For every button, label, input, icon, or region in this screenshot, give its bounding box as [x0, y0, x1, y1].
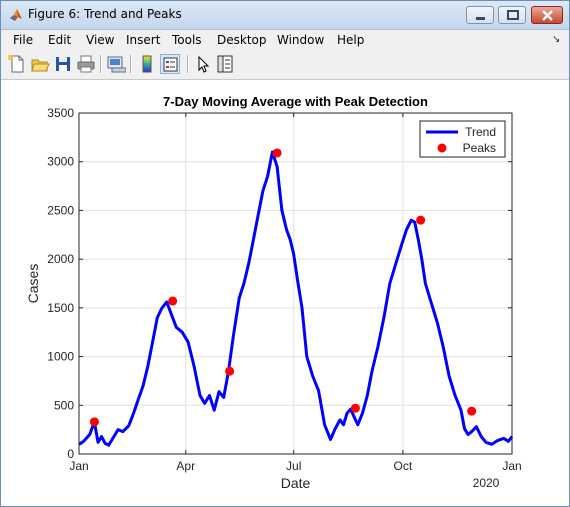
save-button[interactable]: [53, 54, 73, 74]
new-figure-icon: [8, 55, 24, 73]
menu-desktop[interactable]: Desktop: [217, 33, 267, 47]
x-axis-label: Date: [281, 475, 311, 491]
print-icon: [77, 55, 95, 73]
legend-trend-label: Trend: [465, 125, 496, 139]
y-tick-label: 2000: [47, 252, 74, 266]
peak-marker: [350, 403, 360, 413]
menu-file[interactable]: File: [13, 33, 34, 47]
insert-colorbar-icon: [142, 55, 152, 73]
y-tick-label: 3500: [47, 106, 74, 120]
plot-area[interactable]: 0 500 1000 1500 2000 2500 3000 3500 Jan Apr Jul Oct…: [1, 80, 569, 506]
peak-marker: [168, 296, 178, 306]
link-plot-button[interactable]: [106, 54, 127, 74]
minimize-icon: [476, 17, 485, 20]
x-tick-label: Apr: [176, 459, 195, 473]
maximize-button[interactable]: [498, 6, 526, 24]
x-tick-label: Jan: [502, 459, 521, 473]
maximize-icon: [507, 10, 519, 20]
menu-edit[interactable]: Edit: [48, 33, 72, 47]
insert-colorbar-button[interactable]: [137, 54, 157, 74]
menu-bar: File Edit View Insert Tools Desktop Wind…: [1, 30, 569, 51]
edit-plot-arrow-icon: [198, 55, 210, 73]
property-inspector-icon: [217, 55, 233, 73]
legend-box: [419, 120, 506, 158]
menu-help[interactable]: Help: [337, 33, 365, 47]
minimize-button[interactable]: [466, 6, 494, 24]
legend-peaks-label: Peaks: [463, 141, 496, 155]
link-plot-icon: [107, 56, 127, 73]
toolbar-separator: [187, 55, 189, 73]
window-title: Figure 6: Trend and Peaks: [28, 7, 182, 21]
property-inspector-button[interactable]: [215, 54, 235, 74]
x-secondary-label: 2020: [473, 476, 500, 490]
axes-box: [78, 112, 513, 455]
y-tick-label: 1500: [47, 301, 74, 315]
figure-toolbar: [1, 51, 569, 80]
open-file-icon: [31, 59, 50, 72]
y-tick-label: 3000: [47, 155, 74, 169]
menu-view[interactable]: View: [86, 33, 115, 47]
x-tick-label: Oct: [394, 459, 413, 473]
chart-title: 7-Day Moving Average with Peak Detection: [163, 94, 428, 109]
peak-marker: [467, 406, 477, 416]
x-tick-label: Jul: [286, 459, 301, 473]
menu-insert[interactable]: Insert: [126, 33, 161, 47]
new-figure-button[interactable]: [7, 54, 27, 74]
y-axis-label: Cases: [25, 264, 41, 304]
figure-canvas: 0 500 1000 1500 2000 2500 3000 3500 Jan Apr Jul Oct…: [1, 80, 569, 506]
axes-background: [79, 113, 512, 454]
y-tick-label: 0: [67, 447, 74, 461]
peak-marker: [89, 417, 99, 427]
print-button[interactable]: [76, 54, 96, 74]
matlab-logo-icon: [10, 9, 22, 21]
toolbar-separator: [100, 55, 102, 73]
menu-window[interactable]: Window: [277, 33, 325, 47]
title-bar[interactable]: Figure 6: Trend and Peaks: [1, 1, 569, 30]
close-icon: [542, 10, 553, 21]
insert-legend-icon: [163, 57, 178, 72]
peak-marker: [225, 366, 235, 376]
close-button[interactable]: [531, 6, 563, 24]
y-tick-label: 500: [54, 398, 74, 412]
save-icon: [56, 57, 70, 71]
peak-marker: [416, 215, 426, 225]
dock-figure-button[interactable]: ↘: [552, 34, 561, 45]
edit-plot-button[interactable]: [193, 54, 213, 74]
legend[interactable]: Trend Peaks: [419, 120, 506, 158]
trend-line: [78, 150, 514, 447]
legend-peaks-swatch: [437, 143, 447, 153]
y-tick-label: 2500: [47, 203, 74, 217]
menu-tools[interactable]: Tools: [172, 33, 202, 47]
peak-marker: [272, 148, 282, 158]
insert-legend-button[interactable]: [160, 54, 180, 74]
toolbar-separator: [130, 55, 132, 73]
open-file-button[interactable]: [30, 54, 50, 74]
y-tick-label: 1000: [47, 350, 74, 364]
x-tick-label: Jan: [69, 459, 88, 473]
